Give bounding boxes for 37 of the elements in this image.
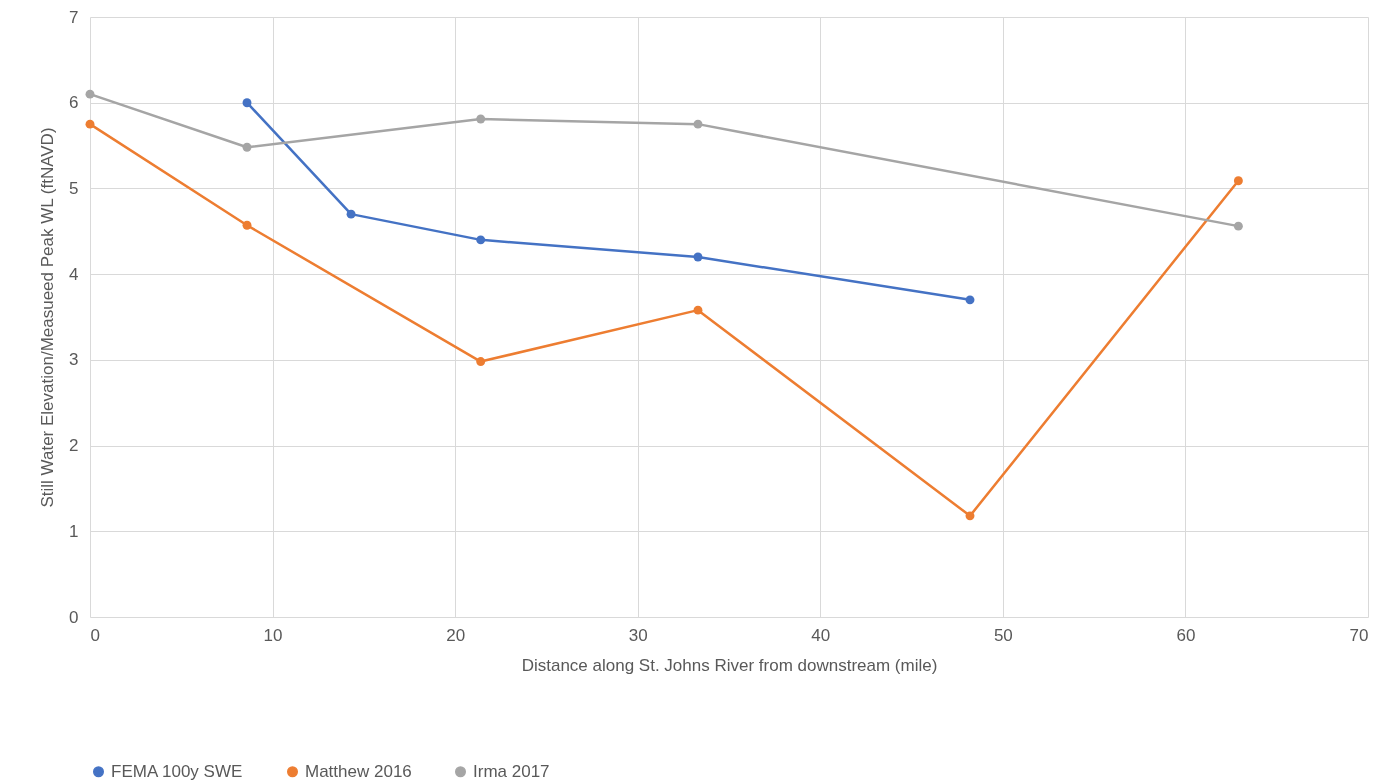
y-tick-label: 5 xyxy=(69,178,79,198)
y-tick-label: 4 xyxy=(69,264,79,284)
point xyxy=(693,305,703,315)
y-tick-label: 1 xyxy=(69,521,79,541)
point xyxy=(965,511,975,521)
y-tick-label: 3 xyxy=(69,350,79,370)
x-axis-title: Distance along St. Johns River from downstream (mile) xyxy=(521,655,938,675)
x-tick-label: 0 xyxy=(90,625,100,645)
y-tick-label: 6 xyxy=(69,93,79,113)
point xyxy=(1233,221,1243,231)
x-tick-label: 50 xyxy=(993,625,1013,645)
point xyxy=(85,119,95,129)
point xyxy=(242,220,252,230)
point xyxy=(476,114,486,124)
point xyxy=(476,357,486,367)
legend-label: Matthew 2016 xyxy=(305,761,412,781)
point xyxy=(85,89,95,99)
y-tick-label: 0 xyxy=(69,607,79,627)
legend-label: Irma 2017 xyxy=(473,761,550,781)
y-axis-title: Still Water Elevation/Measueed Peak WL (ftNAVD) xyxy=(38,127,58,508)
point xyxy=(693,252,703,262)
x-tick-label: 70 xyxy=(1349,625,1369,645)
point xyxy=(242,142,252,152)
point xyxy=(693,119,703,129)
point xyxy=(476,235,486,245)
point xyxy=(1233,176,1243,186)
point xyxy=(346,209,356,219)
y-tick-label: 2 xyxy=(69,436,79,456)
x-tick-label: 60 xyxy=(1176,625,1196,645)
y-tick-label: 7 xyxy=(69,7,79,27)
x-tick-label: 10 xyxy=(263,625,283,645)
point xyxy=(965,295,975,305)
point xyxy=(242,98,252,108)
x-tick-label: 30 xyxy=(628,625,648,645)
legend-label: FEMA 100y SWE xyxy=(111,761,243,781)
x-tick-label: 40 xyxy=(811,625,831,645)
x-tick-label: 20 xyxy=(446,625,466,645)
